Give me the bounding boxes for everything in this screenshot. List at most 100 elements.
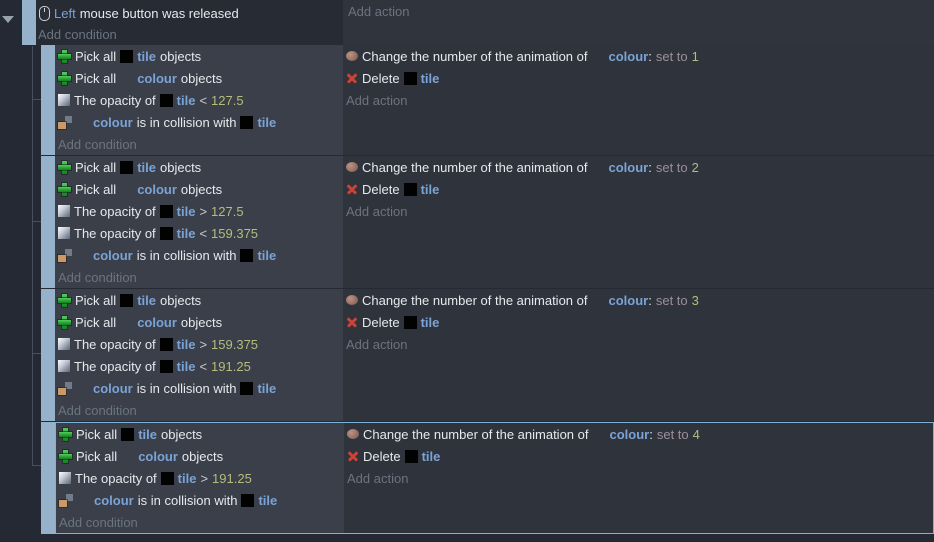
condition-row[interactable]: Pick all tile objects: [55, 45, 343, 67]
object-name: tile: [176, 225, 196, 241]
add-condition-link[interactable]: Add condition: [59, 514, 138, 530]
condition-row[interactable]: Pick all colour objects: [55, 178, 343, 200]
condition-row[interactable]: The opacity of tile <159.375: [55, 222, 343, 244]
event-content: Pick all tile objects Pick all colour objects…: [55, 422, 934, 534]
condition-row[interactable]: Pick all tile objects: [55, 156, 343, 178]
action-row[interactable]: Delete tile: [343, 311, 934, 333]
sentence-text: Delete: [362, 314, 400, 330]
sentence-text: :: [649, 426, 653, 442]
action-row[interactable]: Delete tile: [344, 445, 933, 467]
event-content: Pick all tile objects Pick all colour objects…: [55, 45, 934, 155]
add-action-link[interactable]: Add action: [346, 92, 408, 108]
object-name: tile: [137, 292, 156, 308]
event-drag-handle[interactable]: [41, 156, 55, 288]
condition-row[interactable]: Pick all colour objects: [55, 67, 343, 89]
event-drag-handle[interactable]: [41, 45, 55, 155]
object-thumbnail: [404, 449, 418, 463]
object-thumbnail: [240, 381, 254, 395]
add-action-link[interactable]: Add action: [348, 3, 410, 19]
condition-row[interactable]: Pick all colour objects: [55, 311, 343, 333]
condition-row[interactable]: Pick all colour objects: [56, 445, 344, 467]
event-block[interactable]: Pick all tile objects Pick all colour objects…: [41, 156, 934, 288]
condition-row[interactable]: Pick all tile objects: [55, 289, 343, 311]
sentence-text: The opacity of: [74, 92, 156, 108]
event-drag-handle[interactable]: [22, 0, 36, 45]
event-block-root[interactable]: Left mouse button was released Add condit…: [22, 0, 934, 45]
add-condition-link[interactable]: Add condition: [58, 136, 137, 152]
object-thumbnail: [160, 471, 174, 485]
event-block[interactable]: Pick all tile objects Pick all colour objects…: [41, 45, 934, 155]
add-condition-link[interactable]: Add condition: [58, 402, 137, 418]
tree-guide-stub: [32, 99, 41, 100]
condition-row[interactable]: The opacity of tile >191.25: [56, 467, 344, 489]
object-name: tile: [257, 114, 277, 130]
conditions-column: Left mouse button was released Add condit…: [36, 0, 343, 45]
sentence-text: is in collision with: [136, 380, 237, 396]
add-action-link[interactable]: Add action: [346, 336, 408, 352]
event-block[interactable]: Pick all tile objects Pick all colour objects…: [41, 422, 934, 534]
sentence-text: :: [648, 159, 652, 175]
sentence-text: Pick all: [75, 314, 117, 330]
action-row[interactable]: Delete tile: [343, 67, 934, 89]
event-block[interactable]: Pick all tile objects Pick all colour objects…: [41, 289, 934, 421]
event-drag-handle[interactable]: [41, 289, 55, 421]
object-thumbnail-empty: [592, 428, 605, 441]
object-thumbnail: [121, 427, 135, 441]
condition-row[interactable]: The opacity of tile >127.5: [55, 200, 343, 222]
animation-icon: [346, 295, 358, 305]
sentence-text: objects: [160, 426, 203, 442]
object-thumbnail-empty: [120, 316, 133, 329]
object-name: colour: [93, 247, 133, 263]
event-content: Pick all tile objects Pick all colour objects…: [55, 156, 934, 288]
object-thumbnail-empty: [76, 249, 89, 262]
condition-row[interactable]: The opacity of tile <191.25: [55, 355, 343, 377]
animation-icon: [347, 429, 359, 439]
event-content: Pick all tile objects Pick all colour objects…: [55, 289, 934, 421]
sentence-text: Delete: [363, 448, 401, 464]
pick-objects-icon: [58, 160, 71, 174]
add-action-link[interactable]: Add action: [347, 470, 409, 486]
object-thumbnail-empty: [591, 50, 604, 63]
pick-objects-icon: [58, 315, 71, 329]
object-name: colour: [138, 448, 178, 464]
object-name: colour: [93, 114, 133, 130]
collapse-event-arrow[interactable]: [2, 16, 14, 23]
event-drag-handle[interactable]: [41, 422, 55, 534]
add-condition-link[interactable]: Add condition: [38, 26, 117, 42]
sentence-text: >: [199, 203, 208, 219]
condition-row[interactable]: Pick all tile objects: [56, 423, 344, 445]
add-action-link[interactable]: Add action: [346, 203, 408, 219]
add-condition-link[interactable]: Add condition: [58, 269, 137, 285]
action-row[interactable]: Change the number of the animation of col…: [343, 45, 934, 67]
object-thumbnail: [240, 115, 254, 129]
sentence-text: Pick all: [76, 448, 118, 464]
tree-guide-stub: [32, 465, 41, 466]
condition-row[interactable]: Left mouse button was released: [36, 2, 343, 24]
action-row[interactable]: Change the number of the animation of col…: [343, 289, 934, 311]
object-thumbnail-empty: [591, 161, 604, 174]
sentence-text: <: [199, 225, 208, 241]
action-row[interactable]: Change the number of the animation of col…: [343, 156, 934, 178]
object-name: tile: [258, 492, 278, 508]
sentence-text: The opacity of: [74, 336, 156, 352]
object-thumbnail: [159, 337, 173, 351]
sentence-text: <: [199, 358, 208, 374]
condition-row[interactable]: colour is in collision with tile: [55, 244, 343, 266]
object-name: tile: [420, 314, 440, 330]
sentence-text: Pick all: [75, 70, 117, 86]
sentence-text: Delete: [362, 70, 400, 86]
sentence-text: >: [200, 470, 209, 486]
object-name: colour: [608, 48, 649, 64]
condition-row[interactable]: The opacity of tile >159.375: [55, 333, 343, 355]
opacity-icon: [58, 94, 70, 106]
object-name: colour: [608, 159, 649, 175]
sentence-text: Pick all: [75, 159, 117, 175]
condition-row[interactable]: colour is in collision with tile: [55, 111, 343, 133]
condition-row[interactable]: colour is in collision with tile: [55, 377, 343, 399]
condition-row[interactable]: The opacity of tile <127.5: [55, 89, 343, 111]
object-thumbnail-empty: [121, 450, 134, 463]
action-row[interactable]: Delete tile: [343, 178, 934, 200]
condition-row[interactable]: colour is in collision with tile: [56, 489, 344, 511]
action-row[interactable]: Change the number of the animation of col…: [344, 423, 933, 445]
